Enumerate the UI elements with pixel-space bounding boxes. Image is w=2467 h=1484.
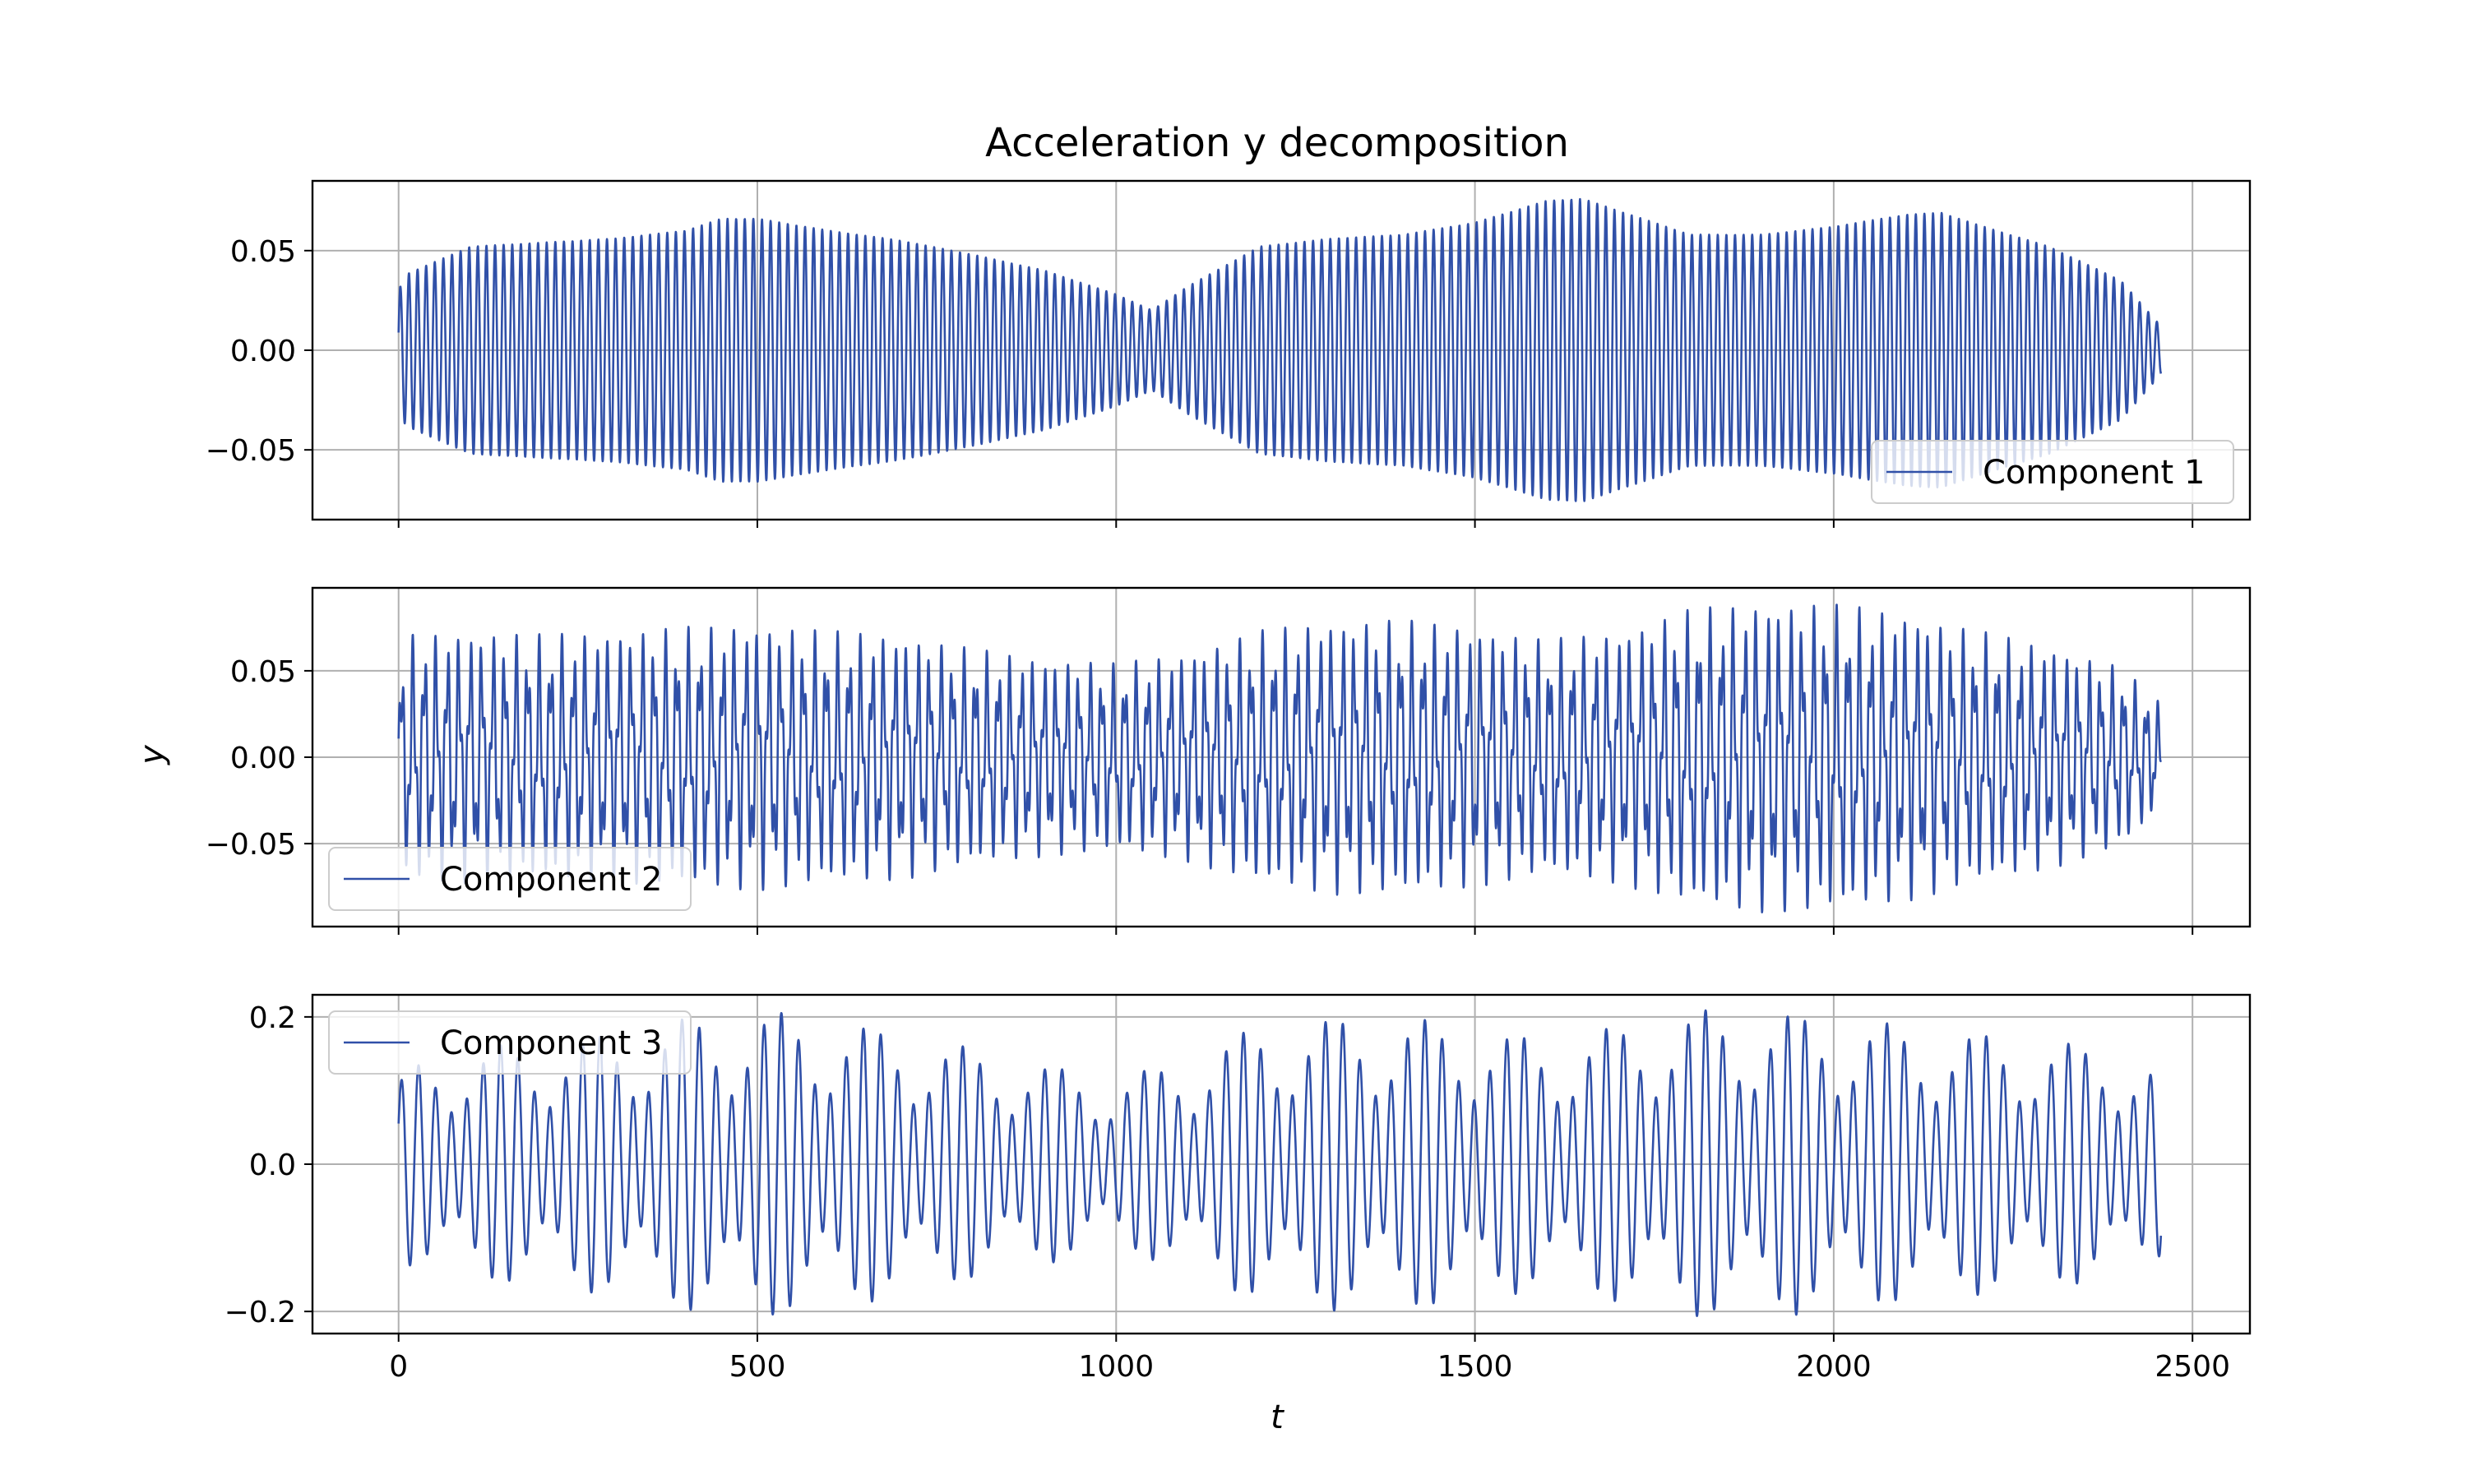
x-tick-label: 1500 (1437, 1350, 1513, 1384)
panel-1: −0.05 0.00 0.05 Component 1 (206, 179, 2252, 528)
series-line-2 (397, 603, 2162, 913)
panel-2: −0.05 0.00 0.05 Component 2 (206, 586, 2252, 935)
x-tick-label: 2000 (1796, 1350, 1872, 1384)
y-tick-label: −0.05 (206, 434, 296, 468)
legend-box (1871, 440, 2234, 504)
x-tick-label: 0 (389, 1350, 408, 1384)
x-tick-label: 1000 (1078, 1350, 1154, 1384)
y-tick-label: −0.2 (224, 1296, 296, 1329)
y-tick-label: 0.05 (230, 655, 296, 689)
legend-label: Component 3 (440, 1024, 662, 1062)
legend-2: Component 2 (328, 847, 692, 911)
y-tick-label: 0.2 (249, 1001, 296, 1035)
y-tick-label: 0.0 (249, 1149, 296, 1182)
legend-box (328, 847, 692, 911)
x-tick-label: 2500 (2155, 1350, 2230, 1384)
y-tick-label: 0.00 (230, 742, 296, 775)
x-axis-label: t (1271, 1398, 1284, 1436)
legend-label: Component 1 (1983, 454, 2205, 492)
y-tick-label: 0.00 (230, 335, 296, 368)
chart-title: Acceleration y decomposition (985, 120, 1569, 166)
series-line-3 (397, 1009, 2163, 1317)
legend-label: Component 2 (440, 861, 662, 899)
y-tick-label: −0.05 (206, 828, 296, 862)
y-tick-label: 0.05 (230, 235, 296, 269)
series-line-1 (397, 197, 2163, 502)
legend-3: Component 3 (328, 1010, 692, 1075)
x-tick-label: 500 (729, 1350, 786, 1384)
legend-box (328, 1010, 692, 1075)
panel-3: 0 500 1000 1500 2000 2500 −0.2 0.0 0.2 Component … (224, 993, 2252, 1384)
y-axis-label: y (133, 744, 171, 765)
legend-1: Component 1 (1871, 440, 2234, 504)
